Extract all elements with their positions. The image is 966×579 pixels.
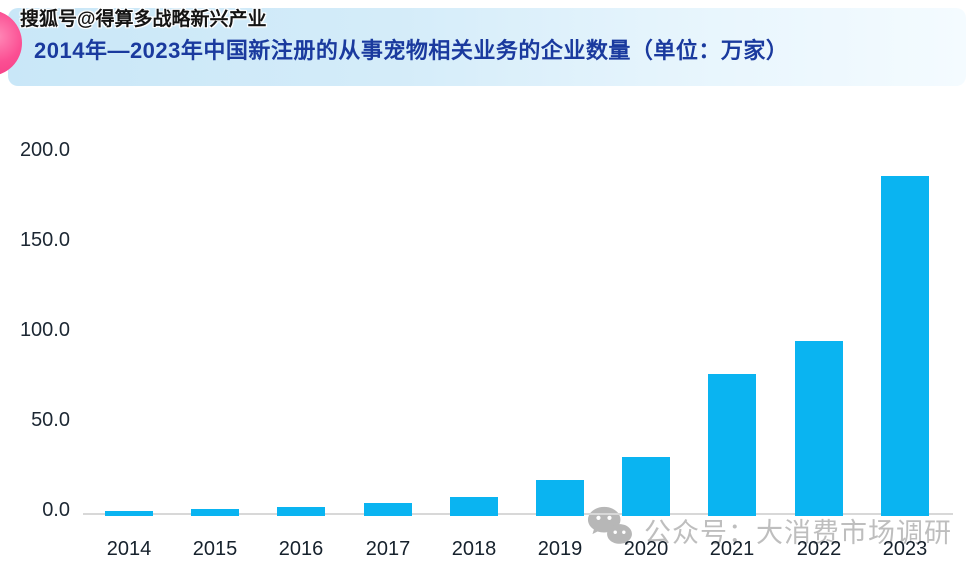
- bar-2017: [364, 503, 412, 516]
- bar-2019: [536, 480, 584, 516]
- x-tick-label-2017: 2017: [365, 538, 411, 560]
- x-tick-label-2023: 2023: [882, 538, 928, 560]
- bar-2018: [450, 497, 498, 516]
- bar-2021: [708, 374, 756, 516]
- y-tick-label: 150.0: [19, 229, 70, 251]
- x-tick-label-2014: 2014: [106, 538, 152, 560]
- bar-2022: [795, 341, 843, 516]
- x-axis-line: [83, 513, 953, 515]
- header-banner: 2014年—2023年中国新注册的从事宠物相关业务的企业数量（单位：万家）: [0, 8, 966, 86]
- bar-2016: [277, 507, 325, 516]
- bar-2015: [191, 509, 239, 516]
- x-tick-label-2019: 2019: [537, 538, 583, 560]
- y-tick-label: 50.0: [31, 409, 70, 431]
- bar-2020: [622, 457, 670, 516]
- y-tick-label: 100.0: [19, 319, 70, 341]
- x-tick-label-2016: 2016: [278, 538, 324, 560]
- x-tick-label-2020: 2020: [623, 538, 669, 560]
- chart-title: 2014年—2023年中国新注册的从事宠物相关业务的企业数量（单位：万家）: [34, 37, 789, 63]
- pink-dot-decoration: [0, 10, 22, 76]
- x-tick-label-2015: 2015: [192, 538, 238, 560]
- wechat-watermark-text: 公众号：大消费市场调研: [644, 518, 952, 548]
- bar-2023: [881, 176, 929, 516]
- bar-2014: [105, 511, 153, 516]
- y-tick-label: 0.0: [42, 499, 70, 521]
- y-tick-label: 200.0: [19, 139, 70, 161]
- x-tick-label-2021: 2021: [709, 538, 755, 560]
- wechat-watermark: 公众号：大消费市场调研: [586, 504, 952, 550]
- x-tick-label-2018: 2018: [451, 538, 497, 560]
- x-tick-label-2022: 2022: [796, 538, 842, 560]
- sohu-watermark: 搜狐号@得算多战略新兴产业: [20, 9, 267, 30]
